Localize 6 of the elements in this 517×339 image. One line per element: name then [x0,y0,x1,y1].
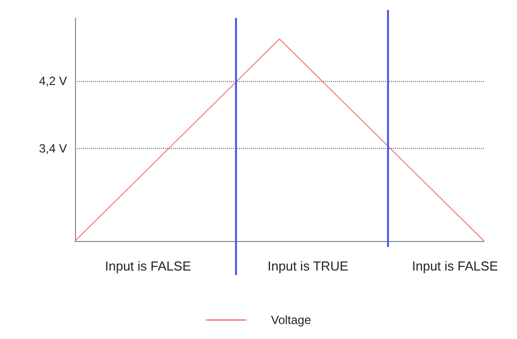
y-tick-label: 3,4 V [38,141,67,156]
text: Input is FALSE [105,258,192,274]
text: Input is TRUE [268,258,349,274]
text: Input is FALSE [412,258,498,274]
y-tick-label: 4,2 V [38,74,67,88]
legend-label: Voltage [270,313,312,327]
